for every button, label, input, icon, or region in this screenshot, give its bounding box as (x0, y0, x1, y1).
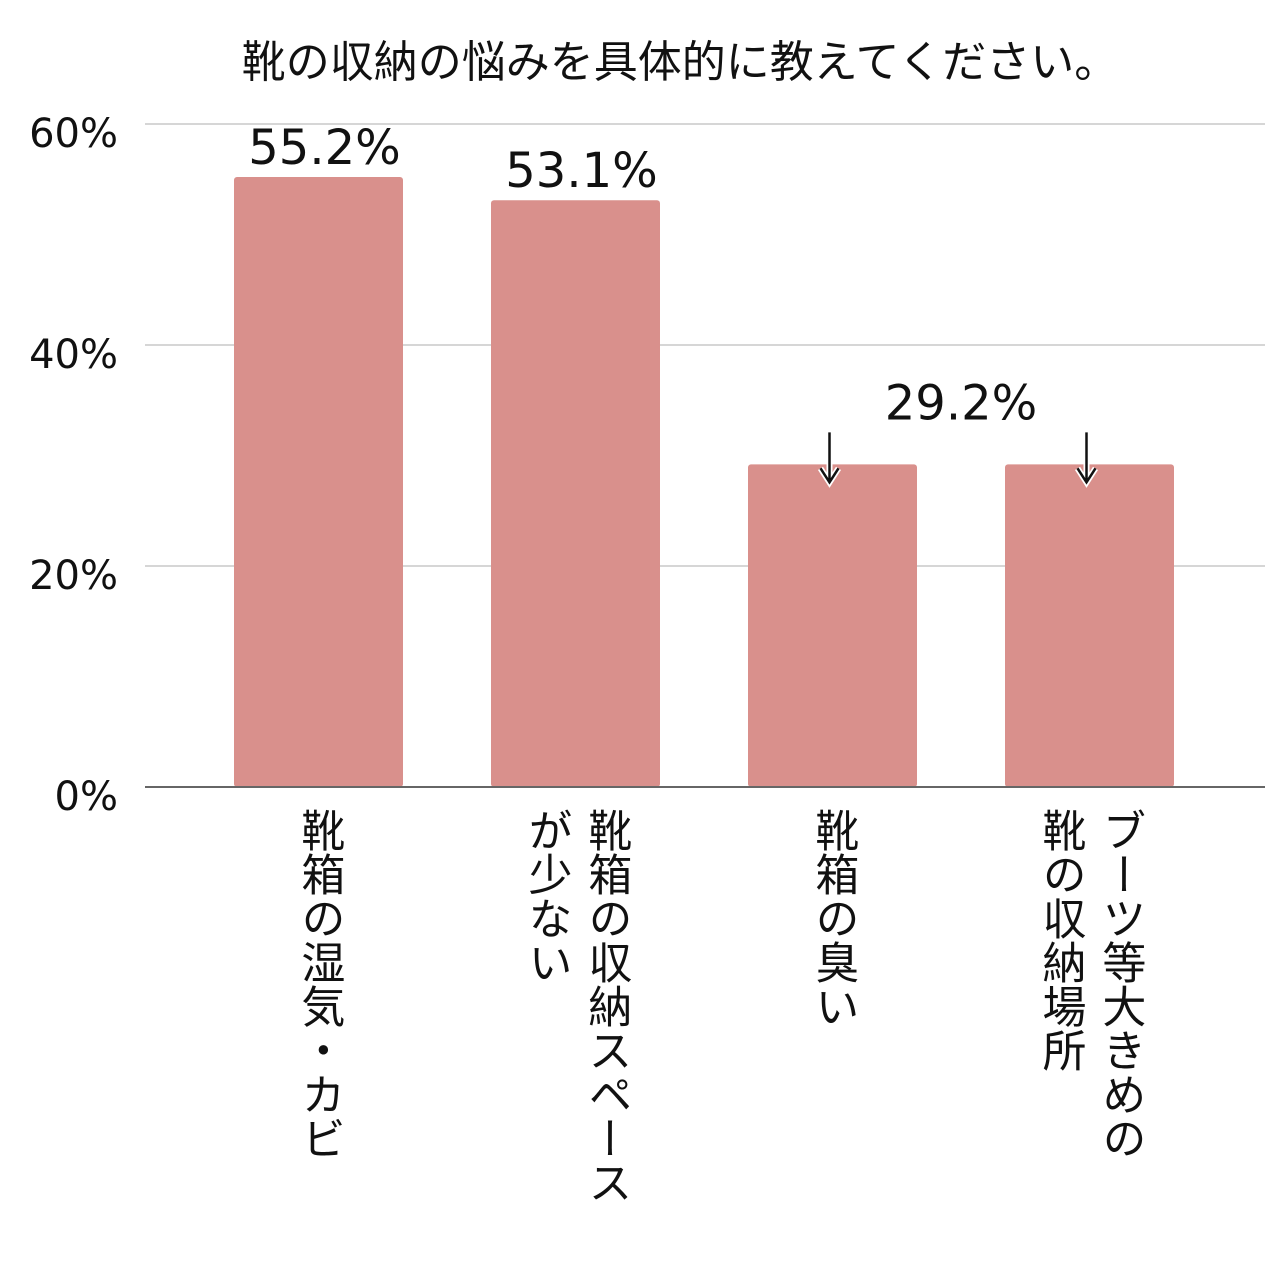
bar (491, 200, 660, 787)
x-tick-label: 靴箱の臭い (807, 808, 859, 1028)
y-tick-label: 60% (29, 111, 118, 157)
arrow (1076, 432, 1097, 485)
y-tick-label: 0% (55, 774, 118, 820)
annotation: 29.2% (885, 375, 1037, 431)
bar (234, 177, 403, 788)
x-tick-label: ブーツ等大きめの 靴の収納場所 (1034, 808, 1146, 1160)
y-tick-label: 40% (29, 332, 118, 378)
x-tick-label: 靴箱の湿気・カビ (293, 808, 345, 1160)
bar (748, 464, 917, 787)
value-label: 53.1% (505, 143, 657, 199)
y-tick-label: 20% (29, 553, 118, 599)
chart-title: 靴の収納の悩みを具体的に教えてください。 (242, 37, 1118, 88)
bar (1005, 464, 1174, 787)
value-label: 55.2% (248, 120, 400, 176)
x-tick-label: 靴箱の収納スペース が少ない (520, 808, 632, 1204)
arrow (819, 432, 840, 485)
